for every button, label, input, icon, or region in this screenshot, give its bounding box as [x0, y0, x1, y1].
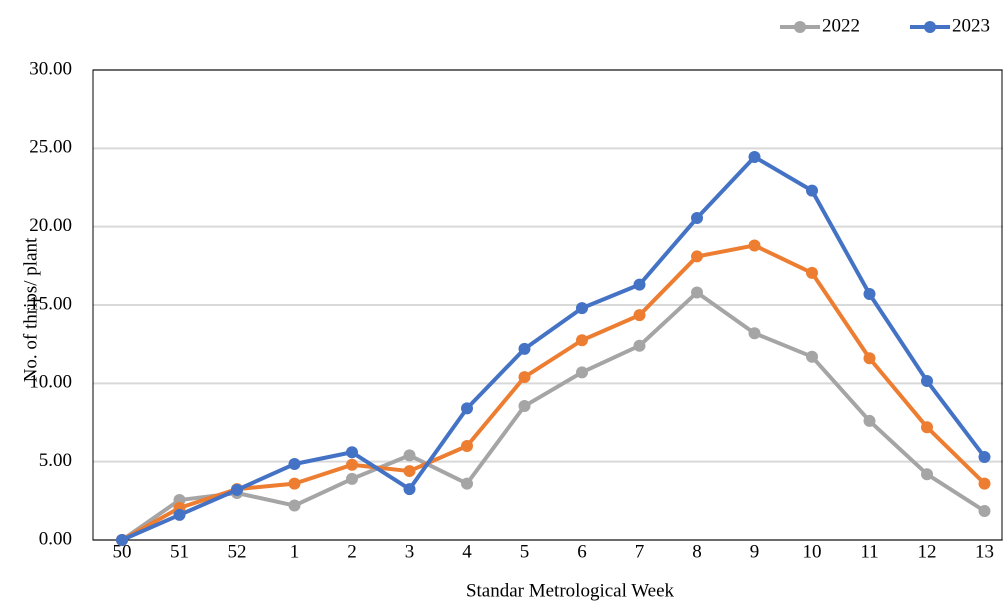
x-tick-label: 1 — [290, 541, 300, 562]
series-marker — [518, 400, 531, 413]
y-tick-label: 30.00 — [29, 58, 72, 79]
y-tick-label: 20.00 — [29, 215, 72, 236]
x-tick-label: 11 — [860, 541, 878, 562]
series-marker — [461, 440, 473, 452]
x-tick-label: 50 — [113, 541, 132, 562]
series-marker — [978, 450, 991, 463]
series-marker — [576, 302, 588, 315]
x-tick-label: 8 — [692, 541, 702, 562]
y-tick-label: 5.00 — [39, 450, 72, 471]
x-tick-label: 7 — [635, 541, 645, 562]
series-marker — [863, 414, 876, 427]
series-marker — [288, 477, 301, 490]
series-marker — [863, 352, 876, 365]
x-tick-label: 12 — [918, 541, 937, 562]
series-marker — [403, 483, 416, 496]
x-tick-label: 2 — [347, 541, 357, 562]
series-marker — [691, 286, 703, 299]
series-marker — [346, 446, 358, 459]
series-marker — [231, 483, 243, 496]
x-tick-label: 51 — [170, 541, 189, 562]
x-tick-label: 52 — [228, 541, 247, 562]
x-tick-label: 13 — [975, 541, 994, 562]
series-marker — [461, 477, 473, 490]
series-marker — [346, 458, 358, 471]
y-tick-label: 10.00 — [29, 372, 72, 393]
series-marker — [748, 327, 761, 340]
series-marker — [403, 465, 416, 478]
series-marker — [978, 505, 991, 518]
x-tick-label: 4 — [462, 541, 472, 562]
series-line — [120, 290, 986, 542]
x-tick-label: 6 — [577, 541, 587, 562]
series-line — [121, 154, 987, 542]
series-marker — [518, 342, 531, 355]
series-marker — [518, 371, 531, 384]
plot-frame — [92, 69, 1003, 541]
y-tick-label: 25.00 — [29, 137, 72, 158]
series-marker — [921, 468, 933, 481]
series-line — [121, 243, 986, 542]
series-marker — [288, 458, 301, 471]
series-marker — [691, 250, 703, 263]
series-marker — [461, 402, 473, 415]
legend-marker — [924, 21, 936, 33]
series-marker — [633, 339, 646, 352]
series-marker — [116, 534, 128, 546]
legend-marker — [794, 21, 806, 33]
series-marker — [863, 288, 876, 301]
series-marker — [691, 212, 703, 225]
x-tick-label: 10 — [803, 541, 822, 562]
series-marker — [576, 366, 588, 379]
series-marker — [748, 239, 761, 252]
series-marker — [806, 184, 818, 197]
y-tick-label: 15.00 — [29, 293, 72, 314]
series-marker — [978, 477, 991, 490]
series-marker — [921, 421, 933, 434]
series-marker — [921, 374, 933, 387]
series-marker — [173, 508, 186, 521]
legend-label: 2023 — [952, 15, 990, 36]
y-tick-label: 0.00 — [39, 528, 72, 549]
series-marker — [346, 472, 358, 485]
x-tick-label: 3 — [405, 541, 415, 562]
x-tick-label: 5 — [520, 541, 530, 562]
grid — [93, 69, 1003, 541]
series-marker — [633, 278, 646, 291]
series-marker — [288, 499, 301, 512]
series-marker — [576, 334, 588, 347]
series-marker — [806, 350, 818, 363]
series-marker — [633, 309, 646, 322]
x-tick-label: 9 — [750, 541, 760, 562]
series-marker — [748, 150, 761, 163]
series-marker — [403, 449, 416, 462]
x-axis-title: Standar Metrological Week — [466, 580, 675, 601]
y-axis-title: No. of thrips/ plant — [20, 237, 41, 382]
legend-label: 2022 — [822, 15, 860, 36]
series-marker — [806, 266, 818, 279]
